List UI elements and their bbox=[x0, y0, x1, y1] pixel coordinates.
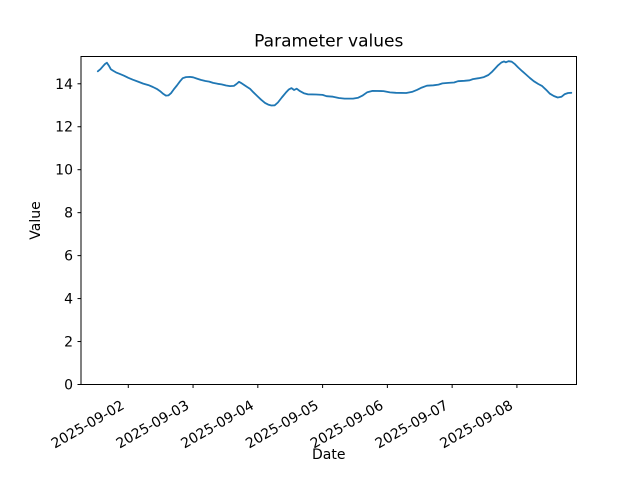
plot-area bbox=[80, 56, 577, 385]
y-tick-label: 2 bbox=[64, 335, 73, 351]
y-tick-label: 10 bbox=[55, 163, 73, 179]
y-tick-label: 14 bbox=[55, 77, 73, 93]
chart-title: Parameter values bbox=[254, 32, 403, 52]
y-axis-label: Value bbox=[28, 201, 44, 239]
y-tick-label: 8 bbox=[64, 206, 73, 222]
y-tick-label: 6 bbox=[64, 249, 73, 265]
y-tick-label: 12 bbox=[55, 120, 73, 136]
x-axis-label: Date bbox=[312, 447, 345, 463]
data-line-parameter-values bbox=[96, 60, 573, 107]
y-tick-label: 0 bbox=[64, 378, 73, 394]
y-tick-label: 4 bbox=[64, 292, 73, 308]
